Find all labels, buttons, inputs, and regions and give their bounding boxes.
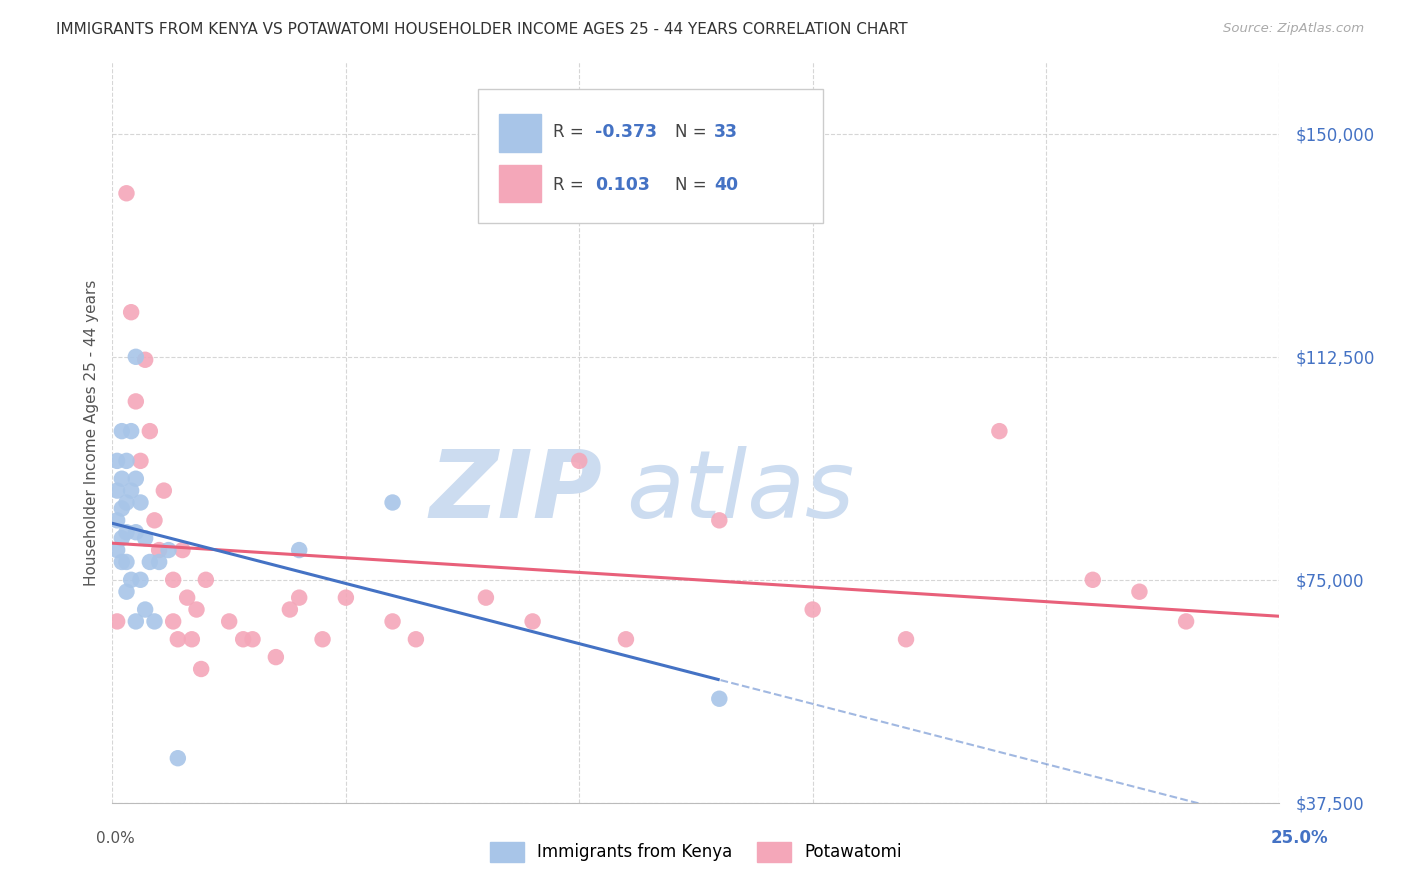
Point xyxy=(120,573,142,587)
Point xyxy=(288,543,311,558)
Point xyxy=(157,543,180,558)
Point xyxy=(166,751,188,765)
Point xyxy=(709,513,731,527)
Point xyxy=(125,350,148,364)
Point xyxy=(143,615,166,629)
Text: 25.0%: 25.0% xyxy=(1271,829,1329,847)
Text: N =: N = xyxy=(675,176,711,194)
Point xyxy=(232,632,254,647)
Point xyxy=(105,615,128,629)
Point xyxy=(105,483,128,498)
Point xyxy=(475,591,498,605)
Point xyxy=(172,543,194,558)
Point xyxy=(153,483,176,498)
Point xyxy=(1081,573,1104,587)
Point xyxy=(111,501,134,516)
Point xyxy=(180,632,202,647)
Point xyxy=(115,525,138,540)
Point xyxy=(125,472,148,486)
Point xyxy=(105,543,128,558)
Point xyxy=(115,186,138,201)
Point xyxy=(115,495,138,509)
Point xyxy=(381,615,404,629)
Point xyxy=(218,615,240,629)
Point xyxy=(1128,584,1150,599)
Point xyxy=(134,602,156,616)
Point xyxy=(139,424,162,438)
Point xyxy=(709,691,731,706)
Text: IMMIGRANTS FROM KENYA VS POTAWATOMI HOUSEHOLDER INCOME AGES 25 - 44 YEARS CORREL: IMMIGRANTS FROM KENYA VS POTAWATOMI HOUS… xyxy=(56,22,908,37)
Point xyxy=(894,632,917,647)
Point xyxy=(129,573,152,587)
Point xyxy=(129,495,152,509)
Point xyxy=(186,602,208,616)
Text: 0.0%: 0.0% xyxy=(96,831,135,846)
Text: N =: N = xyxy=(675,123,711,141)
Point xyxy=(162,615,184,629)
Point xyxy=(614,632,637,647)
Point xyxy=(522,615,544,629)
Point xyxy=(1175,615,1198,629)
Point xyxy=(125,525,148,540)
Point xyxy=(988,424,1011,438)
Point xyxy=(190,662,212,676)
Point xyxy=(111,424,134,438)
Point xyxy=(134,531,156,545)
Point xyxy=(111,531,134,545)
Point xyxy=(405,632,427,647)
Point xyxy=(311,632,333,647)
Point xyxy=(278,602,301,616)
Point xyxy=(125,394,148,409)
Point xyxy=(801,602,824,616)
Point xyxy=(134,352,156,367)
Point xyxy=(194,573,217,587)
Point xyxy=(105,454,128,468)
Point xyxy=(115,454,138,468)
Point xyxy=(381,495,404,509)
Point xyxy=(288,591,311,605)
Point xyxy=(166,632,188,647)
Point xyxy=(242,632,264,647)
Text: -0.373: -0.373 xyxy=(595,123,657,141)
Point xyxy=(568,454,591,468)
Point xyxy=(335,591,357,605)
Text: Source: ZipAtlas.com: Source: ZipAtlas.com xyxy=(1223,22,1364,36)
Point xyxy=(115,584,138,599)
Point xyxy=(129,454,152,468)
Text: 40: 40 xyxy=(714,176,738,194)
Point xyxy=(143,513,166,527)
Legend: Immigrants from Kenya, Potawatomi: Immigrants from Kenya, Potawatomi xyxy=(484,835,908,869)
Text: atlas: atlas xyxy=(626,446,855,537)
Y-axis label: Householder Income Ages 25 - 44 years: Householder Income Ages 25 - 44 years xyxy=(83,279,98,586)
Point xyxy=(139,555,162,569)
Text: ZIP: ZIP xyxy=(430,446,603,538)
Point xyxy=(264,650,287,665)
Point xyxy=(111,472,134,486)
Text: R =: R = xyxy=(553,176,589,194)
Point xyxy=(176,591,198,605)
Text: 0.103: 0.103 xyxy=(595,176,650,194)
Text: 33: 33 xyxy=(714,123,738,141)
Point xyxy=(120,483,142,498)
Point xyxy=(148,555,170,569)
Point xyxy=(148,543,170,558)
Point xyxy=(120,305,142,319)
Point xyxy=(111,555,134,569)
Point xyxy=(105,513,128,527)
Point xyxy=(115,555,138,569)
Text: R =: R = xyxy=(553,123,589,141)
Point xyxy=(120,424,142,438)
Point xyxy=(162,573,184,587)
Point xyxy=(125,615,148,629)
